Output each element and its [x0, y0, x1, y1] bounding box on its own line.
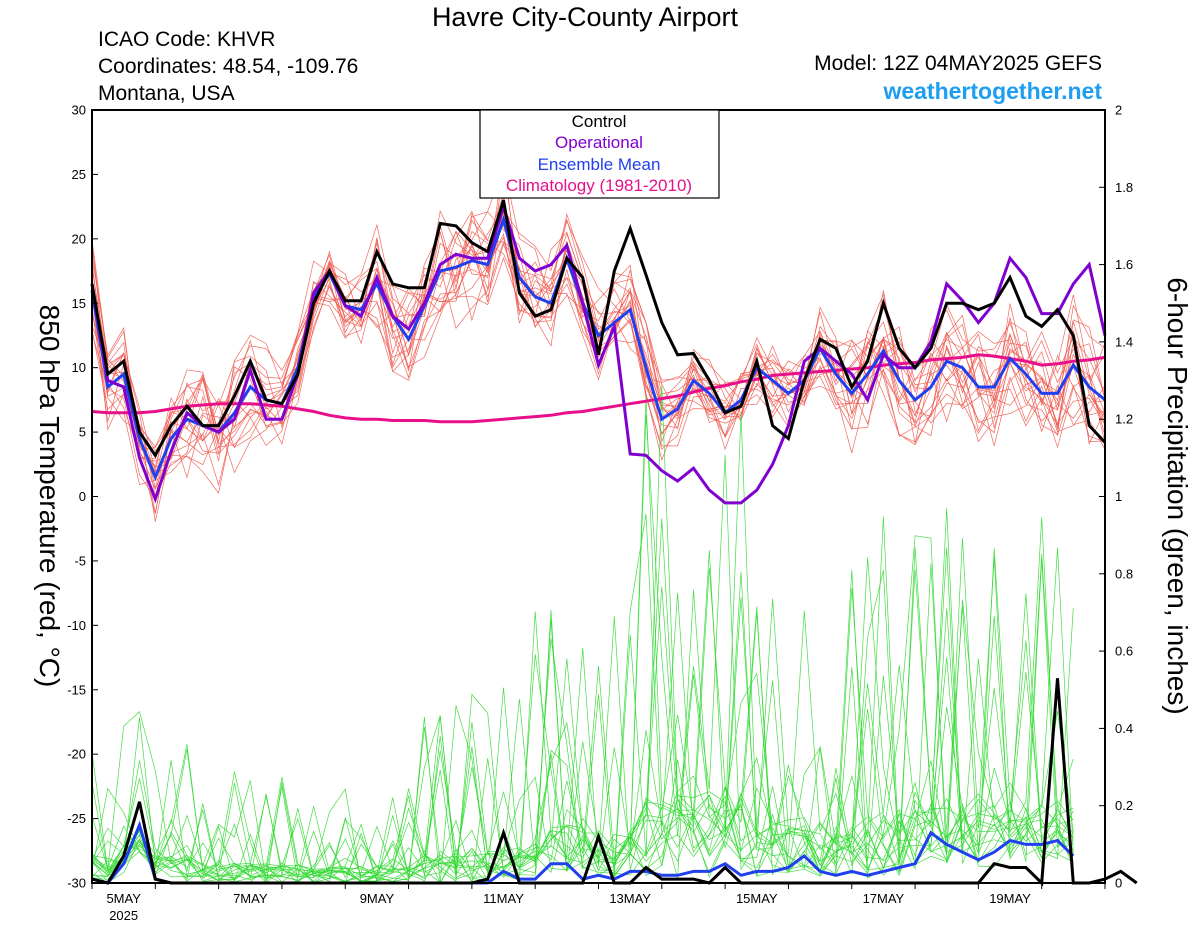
y-left-tick-label: 5: [79, 425, 86, 440]
brand-link[interactable]: weathertogether.net: [883, 78, 1102, 104]
x-tick-label: 19MAY: [989, 891, 1031, 906]
y-axis-left-label: 850 hPa Temperature (red, °C): [34, 305, 65, 688]
legend-box: [479, 109, 720, 199]
y-left-tick-label: 30: [72, 103, 86, 118]
ensemble-mean-temp-line: [90, 214, 1106, 482]
y-left-tick-label: -25: [67, 811, 86, 826]
y-axis-right-label: 6-hour Precipitation (green, inches): [1162, 277, 1193, 714]
legend-control: Control: [572, 112, 627, 131]
legend: Control Operational Ensemble Mean Climat…: [479, 109, 720, 199]
ensemble-members-temperature: [91, 161, 1106, 522]
y-left-tick-label: -10: [67, 618, 86, 633]
y-left-tick-label: 20: [72, 231, 86, 246]
y-left-tick-label: -30: [67, 876, 86, 891]
y-right-tick-label: 0.2: [1115, 798, 1133, 813]
precipitation-member-14: [91, 396, 1074, 883]
precipitation-member-16: [91, 665, 1074, 883]
y-right-tick-label: 0.4: [1115, 721, 1133, 736]
legend-climatology: Climatology (1981-2010): [506, 176, 692, 195]
main-series: [90, 199, 1138, 887]
y-left-tick-label: -15: [67, 682, 86, 697]
y-right-tick-label: 1.2: [1115, 412, 1133, 427]
legend-ensemble-mean: Ensemble Mean: [538, 155, 661, 174]
precipitation-member-18: [91, 608, 1074, 884]
y-right-tick-label: 2: [1115, 103, 1122, 118]
x-tick-label: 13MAY: [609, 891, 651, 906]
y-left-tick-label: -20: [67, 747, 86, 762]
temperature-member-15: [91, 233, 1106, 490]
model-run-label: Model: 12Z 04MAY2025 GEFS: [814, 52, 1102, 75]
precipitation-member-15: [91, 518, 1074, 883]
operational-temp-line: [90, 201, 1107, 505]
precipitation-member-9: [91, 516, 1074, 882]
y-left-tick-label: -5: [74, 553, 86, 568]
temperature-member-10: [91, 212, 1106, 522]
x-tick-label: 5MAY: [106, 891, 141, 906]
temperature-member-2: [91, 223, 1106, 487]
ensemble-members-precipitation: [91, 384, 1074, 885]
precipitation-member-13: [91, 414, 1074, 878]
precipitation-member-19: [91, 412, 1074, 884]
precipitation-member-1: [91, 548, 1074, 885]
y-right-tick-label: 1: [1115, 489, 1122, 504]
x-tick-year-label: 2025: [109, 908, 138, 923]
plot-frame: [91, 109, 1106, 884]
temperature-member-1: [91, 225, 1106, 491]
x-tick-label: 7MAY: [233, 891, 268, 906]
region-label: Montana, USA: [98, 82, 235, 105]
temperature-member-5: [91, 194, 1106, 485]
x-tick-label: 17MAY: [863, 891, 905, 906]
precipitation-member-11: [91, 454, 1074, 883]
chart-title: Havre City-County Airport: [431, 2, 739, 32]
y-right-tick-label: 1.6: [1115, 257, 1133, 272]
coordinates-label: Coordinates: 48.54, -109.76: [98, 55, 359, 78]
y-right-tick-label: 0.6: [1115, 644, 1133, 659]
y-left-tick-label: 10: [72, 360, 86, 375]
axes: 302520151050-5-10-15-20-25-3021.81.61.41…: [67, 103, 1133, 924]
y-left-tick-label: 25: [72, 167, 86, 182]
y-right-tick-label: 1.4: [1115, 334, 1133, 349]
y-right-tick-label: 1.8: [1115, 180, 1133, 195]
icao-code-label: ICAO Code: KHVR: [98, 28, 276, 51]
y-right-tick-label: 0: [1115, 876, 1122, 891]
temperature-member-4: [91, 165, 1106, 472]
x-tick-label: 11MAY: [483, 891, 524, 906]
precipitation-member-12: [91, 513, 1074, 884]
control-temp-line: [90, 199, 1107, 459]
legend-operational: Operational: [555, 133, 643, 152]
temperature-member-8: [91, 207, 1106, 474]
temperature-member-14: [91, 231, 1106, 468]
precipitation-member-20: [91, 667, 1074, 884]
x-tick-label: 15MAY: [736, 891, 778, 906]
x-tick-label: 9MAY: [360, 891, 395, 906]
y-left-tick-label: 0: [79, 489, 86, 504]
y-right-tick-label: 0.8: [1115, 566, 1133, 581]
y-left-tick-label: 15: [72, 296, 86, 311]
